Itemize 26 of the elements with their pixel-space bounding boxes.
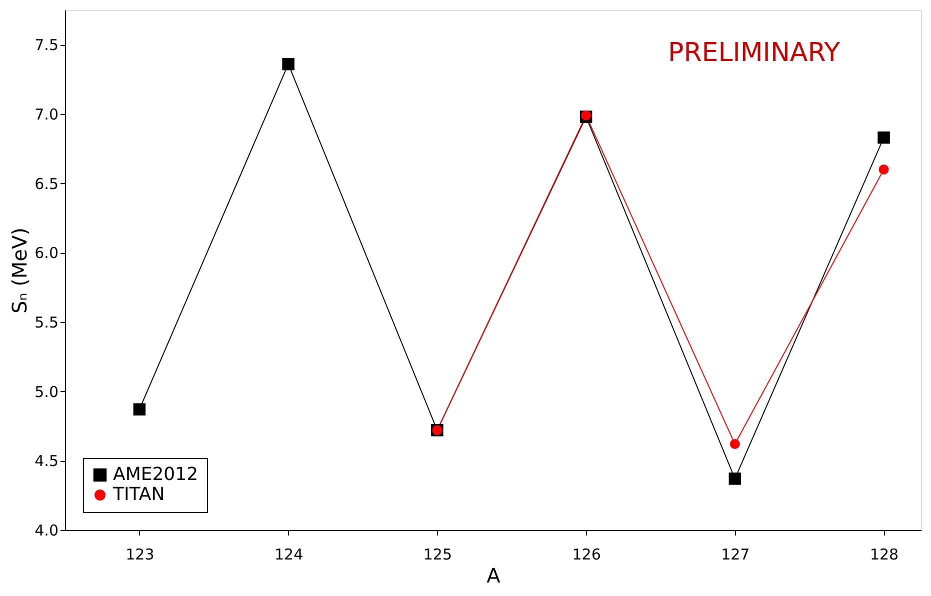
point xyxy=(730,439,740,450)
y-tick-label: 6.5 xyxy=(34,174,58,193)
y-tick-label: 7.0 xyxy=(34,106,58,124)
point xyxy=(133,403,146,416)
y-tick-label: 5.5 xyxy=(34,314,58,332)
legend-label: TITAN xyxy=(112,484,165,505)
y-tick-label: 6.0 xyxy=(34,244,58,262)
point xyxy=(878,164,889,174)
x-tick-label: 126 xyxy=(572,546,601,564)
x-axis-title: A xyxy=(486,564,501,588)
x-tick-label: 125 xyxy=(423,546,452,564)
point xyxy=(282,58,294,70)
y-tick-label: 4.5 xyxy=(34,452,58,470)
y-tick-label: 4.0 xyxy=(34,522,58,540)
y-tick-label: 7.5 xyxy=(34,36,58,54)
legend-label: AME2012 xyxy=(113,464,198,485)
point xyxy=(581,110,592,120)
x-tick-label: 123 xyxy=(126,546,154,564)
x-tick-label: 128 xyxy=(870,546,899,564)
x-tick-label: 127 xyxy=(721,546,750,564)
x-tick-label: 124 xyxy=(274,546,304,564)
point xyxy=(728,472,742,485)
y-tick-label: 5.0 xyxy=(34,382,58,401)
y-axis-title: Sₙ (MeV) xyxy=(8,228,32,314)
annotation: PRELIMINARY xyxy=(668,38,840,68)
point xyxy=(878,131,890,144)
